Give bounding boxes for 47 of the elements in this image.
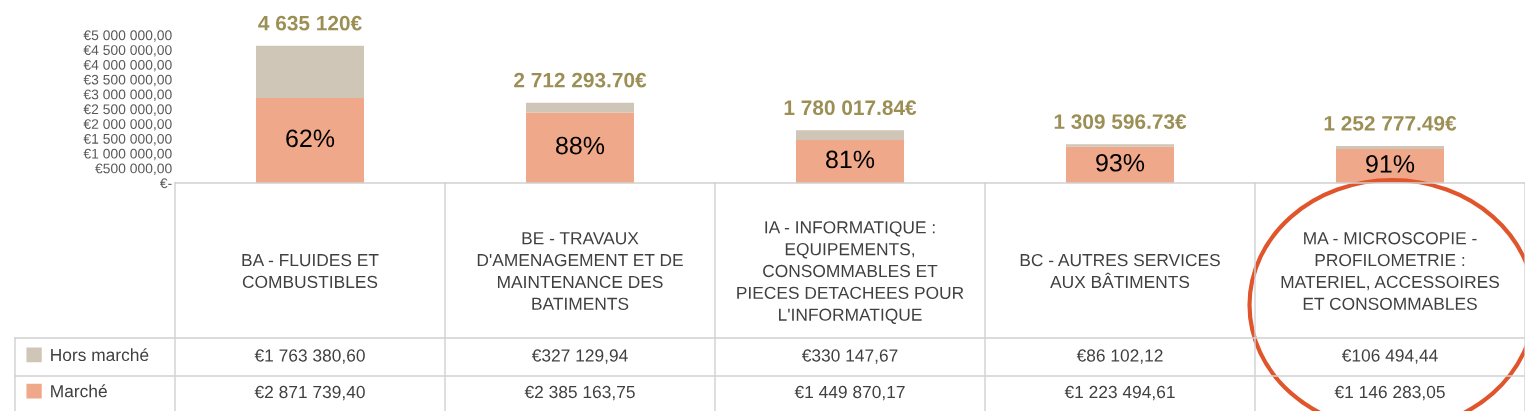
y-tick-label: €3 500 000,00 bbox=[83, 74, 172, 87]
x-tick-label: BA - FLUIDES ET COMBUSTIBLES bbox=[242, 253, 379, 289]
bar bbox=[1336, 145, 1444, 150]
data-label: €1 146 283,05 bbox=[1334, 385, 1445, 401]
data-label: €106 494,44 bbox=[1341, 349, 1438, 364]
total-label: 2 712 293.70€ bbox=[514, 72, 647, 88]
bar bbox=[796, 130, 904, 141]
y-tick-label: €500 000,00 bbox=[95, 163, 172, 176]
bar bbox=[256, 98, 364, 183]
data-label: €2 385 163,75 bbox=[524, 385, 635, 401]
annotation: 88% bbox=[556, 136, 605, 155]
bar bbox=[256, 45, 364, 98]
y-tick-label: €1 500 000,00 bbox=[83, 133, 172, 146]
legend-label: Hors marché bbox=[51, 348, 149, 362]
data-label: €1 763 380,60 bbox=[254, 349, 365, 364]
data-label: €1 449 870,17 bbox=[794, 385, 905, 401]
total-label: 1 780 017.84€ bbox=[784, 100, 917, 116]
total-label: 1 252 777.49€ bbox=[1324, 115, 1457, 131]
bar bbox=[526, 112, 634, 183]
y-tick-label: €2 000 000,00 bbox=[83, 119, 172, 131]
y-tick-label: €4 500 000,00 bbox=[83, 45, 172, 57]
data-label: €86 102,12 bbox=[1076, 349, 1163, 364]
legend-label: Marché bbox=[51, 384, 107, 398]
bar bbox=[526, 102, 634, 113]
x-tick-label: BC - AUTRES SERVICES AUX BÂTIMENTS bbox=[1020, 253, 1220, 289]
x-tick-label: IA - INFORMATIQUE : EQUIPEMENTS, CONSOMMABLES ET PIECES DETACHEES POUR L'INFORMATIQUE bbox=[737, 221, 964, 324]
data-label: €330 147,67 bbox=[801, 349, 898, 364]
x-tick-label: BE - TRAVAUX D'AMENAGEMENT ET DE MAINTENANCE DES BATIMENTS bbox=[477, 232, 683, 310]
annotation: 62% bbox=[286, 129, 335, 148]
bar bbox=[1066, 146, 1174, 183]
x-tick-label: MA - MICROSCOPIE - PROFILOMETRIE : MATERIEL, ACCESSOIRES ET CONSOMMABLES bbox=[1281, 232, 1500, 310]
annotation: 81% bbox=[826, 150, 875, 169]
bar bbox=[1066, 144, 1174, 147]
data-label: €2 871 739,40 bbox=[254, 385, 365, 401]
total-label: 1 309 596.73€ bbox=[1054, 114, 1187, 130]
y-tick-label: €2 500 000,00 bbox=[83, 104, 172, 116]
y-tick-label: €4 000 000,00 bbox=[83, 59, 172, 72]
y-tick-label: €- bbox=[159, 178, 172, 189]
y-tick-label: €5 000 000,00 bbox=[83, 30, 172, 42]
annotation: 91% bbox=[1366, 155, 1415, 173]
annotation: 93% bbox=[1096, 153, 1145, 172]
y-tick-label: €3 000 000,00 bbox=[83, 89, 172, 102]
y-tick-label: €1 000 000,00 bbox=[83, 148, 172, 161]
data-label: €327 129,94 bbox=[531, 349, 628, 364]
total-label: 4 635 120€ bbox=[258, 15, 362, 31]
bar bbox=[796, 140, 904, 183]
data-label: €1 223 494,61 bbox=[1064, 385, 1175, 401]
